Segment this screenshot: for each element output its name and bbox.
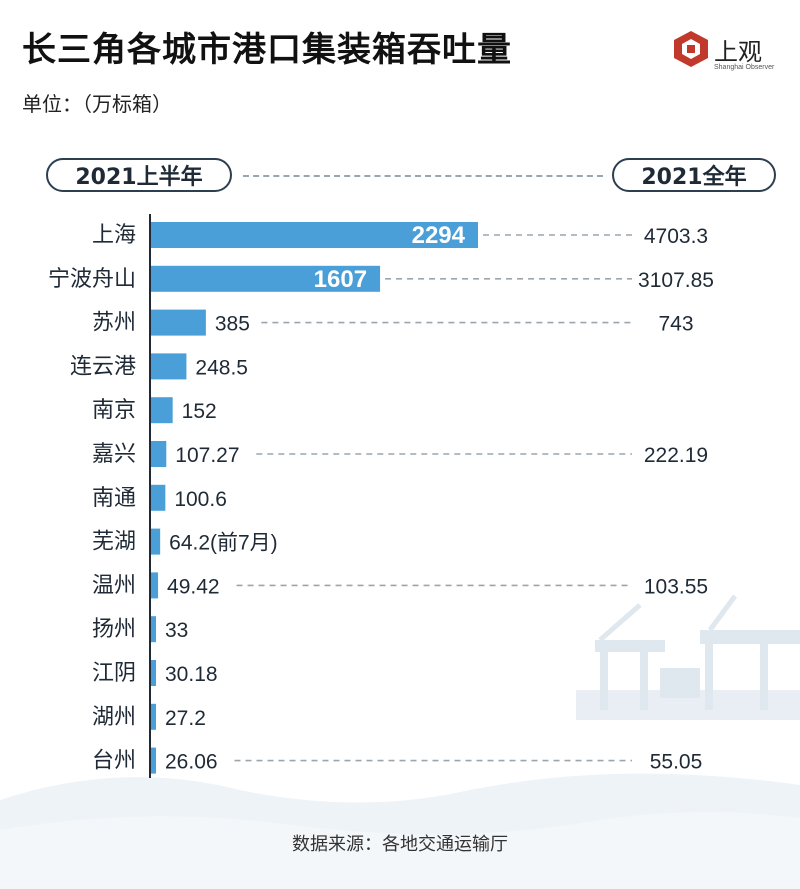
value-label-full-year: 4703.3: [644, 225, 708, 248]
bar-first-half: [151, 484, 166, 511]
crane-arm: [707, 594, 738, 632]
category-label: 温州: [92, 573, 136, 598]
value-label-first-half: 33: [165, 619, 188, 642]
category-label: 南通: [92, 486, 136, 511]
value-label-first-half: 27.2: [165, 707, 206, 730]
bar-first-half: [151, 222, 478, 248]
bar-first-half: [151, 353, 187, 380]
value-label-first-half: 248.5: [195, 356, 248, 379]
logo-subtext: Shanghai Observer: [714, 64, 775, 71]
value-label-first-half: 100.6: [174, 488, 227, 511]
bars-layer: 上海 2294 4703.3 宁波舟山 1607 3107.85 苏州 385 743 连云港 24…: [48, 214, 714, 778]
value-label-full-year: 222.19: [644, 444, 708, 467]
crane-leg: [760, 640, 768, 710]
bar-first-half: [151, 265, 381, 292]
value-label-first-half: 385: [215, 313, 250, 336]
value-label-first-half: 152: [182, 400, 217, 423]
bar-first-half: [151, 572, 159, 599]
value-label-first-half: 64.2(前7月): [169, 532, 278, 555]
value-label-first-half: 30.18: [165, 663, 218, 686]
value-label-first-half: 107.27: [175, 444, 239, 467]
category-label: 扬州: [92, 617, 136, 642]
legend-connector: [243, 175, 603, 177]
legend-full-year: 2021全年: [612, 158, 776, 192]
category-label: 芜湖: [92, 530, 136, 555]
unit-label: 单位：（万标箱）: [22, 92, 172, 116]
logo-mark-icon: [674, 31, 708, 67]
chart-title: 长三角各城市港口集装箱吞吐量: [22, 30, 512, 70]
legend-first-half: 2021上半年: [46, 158, 232, 192]
source-note: 数据来源：各地交通运输厅: [292, 834, 508, 855]
bar-first-half: [151, 660, 156, 686]
category-label: 上海: [92, 223, 136, 248]
bar-first-half: [151, 309, 206, 336]
crane-beam: [595, 640, 665, 652]
hills-front: [0, 811, 800, 889]
category-label: 湖州: [92, 705, 136, 730]
value-label-first-half: 2294: [412, 222, 466, 249]
bar-first-half: [151, 747, 156, 774]
bar-first-half: [151, 528, 161, 555]
crane-leg: [640, 650, 648, 710]
shanghai-observer-logo: 上观 Shanghai Observer: [672, 30, 790, 80]
bar-first-half: [151, 616, 156, 643]
value-label-full-year: 103.55: [644, 575, 708, 598]
value-label-first-half: 49.42: [167, 575, 220, 598]
value-label-first-half: 1607: [314, 266, 367, 293]
value-label-full-year: 55.05: [650, 751, 703, 774]
bar-first-half: [151, 397, 173, 424]
port-background-illustration: [0, 594, 800, 889]
bar-first-half: [151, 441, 167, 467]
value-label-first-half: 26.06: [165, 751, 218, 774]
category-label: 连云港: [70, 354, 136, 379]
bar-first-half: [151, 703, 156, 730]
category-label: 江阴: [92, 661, 136, 686]
category-label: 南京: [92, 398, 136, 423]
container-stack: [660, 668, 700, 698]
value-label-full-year: 3107.85: [638, 269, 714, 292]
crane-leg: [600, 650, 608, 710]
crane-arm: [598, 603, 642, 642]
crane-beam: [700, 630, 800, 644]
category-label: 台州: [92, 749, 136, 774]
category-label: 嘉兴: [92, 442, 136, 467]
category-label: 苏州: [92, 311, 136, 336]
logo-text: 上观: [714, 38, 762, 66]
value-label-full-year: 743: [658, 313, 693, 336]
category-label: 宁波舟山: [48, 267, 136, 292]
crane-leg: [705, 640, 713, 710]
